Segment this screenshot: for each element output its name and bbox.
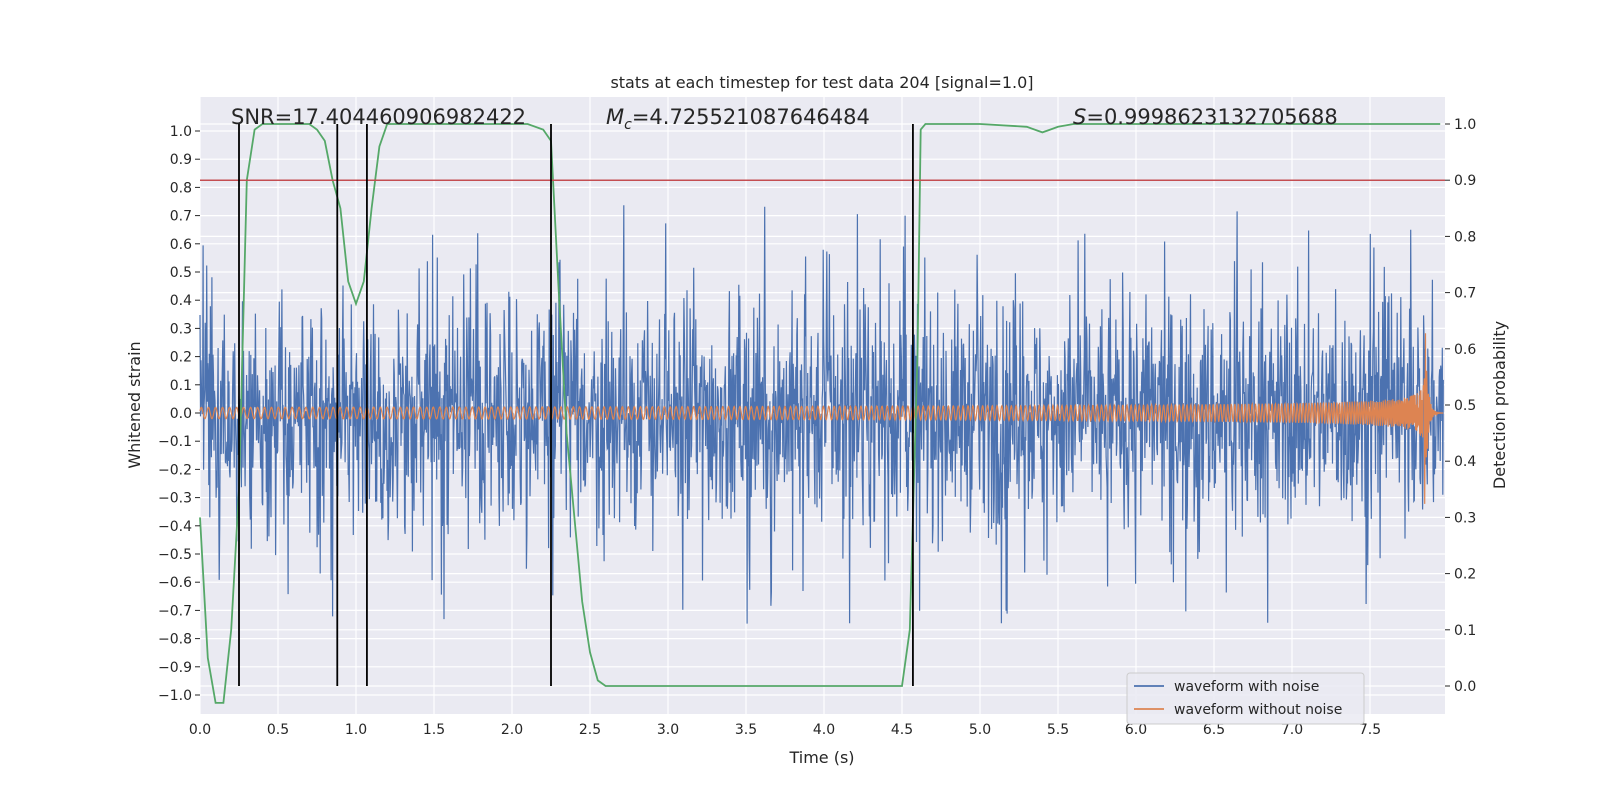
y-tick-label: 0.2 bbox=[170, 350, 192, 366]
x-axis-ticks: 0.0 0.5 1.0 1.5 2.0 2.5 3.0 3.5 4.0 4.5 5.0 5.5 6.0 6… bbox=[189, 722, 1381, 738]
chirp-mass-subscript: c bbox=[624, 117, 632, 133]
snr-annotation: SNR=17.404460906982422 bbox=[231, 105, 526, 129]
y2-tick-label: 0.2 bbox=[1454, 567, 1476, 583]
y-tick-label: 0.0 bbox=[170, 406, 192, 422]
chirp-mass-annotation: Mc=4.725521087646484 bbox=[606, 105, 870, 133]
y-tick-label: −0.2 bbox=[158, 462, 192, 478]
y2-tick-label: 0.3 bbox=[1454, 510, 1476, 526]
chirp-mass-value: =4.725521087646484 bbox=[632, 105, 870, 129]
chart-title: stats at each timestep for test data 204… bbox=[610, 73, 1033, 92]
s-value: =0.9998623132705688 bbox=[1086, 105, 1337, 129]
chirp-mass-symbol: M bbox=[606, 105, 624, 129]
s-annotation: S=0.9998623132705688 bbox=[1073, 105, 1338, 129]
x-axis-label: Time (s) bbox=[788, 748, 854, 767]
x-tick-label: 2.0 bbox=[501, 722, 523, 738]
y-axis-ticks: −1.0 −0.9 −0.8 −0.7 −0.6 −0.5 −0.4 −0.3 −0.2 −0.1… bbox=[158, 124, 200, 704]
y2-axis-ticks: 0.0 0.1 0.2 0.3 0.4 0.5 0.6 0.7 0.8 0.9 1.0 bbox=[1445, 117, 1476, 695]
x-tick-label: 3.5 bbox=[735, 722, 757, 738]
x-tick-label: 4.5 bbox=[891, 722, 913, 738]
y-tick-label: −0.7 bbox=[158, 603, 192, 619]
y-tick-label: −0.4 bbox=[158, 519, 192, 535]
x-tick-label: 1.5 bbox=[423, 722, 445, 738]
waveform-without-noise-series bbox=[199, 333, 1444, 504]
y2-tick-label: 0.6 bbox=[1454, 342, 1476, 358]
x-tick-label: 6.0 bbox=[1125, 722, 1147, 738]
y-axis-label: Whitened strain bbox=[125, 341, 144, 468]
y2-tick-label: 0.1 bbox=[1454, 623, 1476, 639]
y2-axis-label: Detection probability bbox=[1490, 321, 1509, 489]
y-tick-label: −0.6 bbox=[158, 575, 192, 591]
x-tick-label: 4.0 bbox=[813, 722, 835, 738]
s-symbol: S bbox=[1073, 105, 1086, 129]
y-tick-label: 0.5 bbox=[170, 265, 192, 281]
legend-box bbox=[1126, 672, 1365, 725]
y2-tick-label: 0.7 bbox=[1454, 286, 1476, 302]
y2-tick-label: 0.5 bbox=[1454, 398, 1476, 414]
y-tick-label: −0.3 bbox=[158, 491, 192, 507]
legend: waveform with noise waveform without noi… bbox=[1126, 672, 1365, 725]
x-tick-label: 7.5 bbox=[1359, 722, 1381, 738]
y-tick-label: 0.7 bbox=[170, 209, 192, 225]
y-tick-label: −1.0 bbox=[158, 688, 192, 704]
clean-waveform-line bbox=[199, 333, 1444, 504]
y-tick-label: 0.3 bbox=[170, 321, 192, 337]
y2-tick-label: 1.0 bbox=[1454, 117, 1476, 133]
y-tick-label: −0.5 bbox=[158, 547, 192, 563]
x-tick-label: 3.0 bbox=[657, 722, 679, 738]
x-tick-label: 0.0 bbox=[189, 722, 211, 738]
y-tick-label: 0.4 bbox=[170, 293, 192, 309]
x-tick-label: 5.5 bbox=[1047, 722, 1069, 738]
y-tick-label: −0.1 bbox=[158, 434, 192, 450]
x-tick-label: 2.5 bbox=[579, 722, 601, 738]
y-tick-label: 0.9 bbox=[170, 152, 192, 168]
y2-tick-label: 0.8 bbox=[1454, 229, 1476, 245]
y-tick-label: −0.9 bbox=[158, 660, 192, 676]
x-tick-label: 6.5 bbox=[1203, 722, 1225, 738]
x-tick-label: 1.0 bbox=[345, 722, 367, 738]
vertical-lines bbox=[238, 124, 914, 686]
legend-clean-label: waveform without noise bbox=[1174, 702, 1342, 718]
legend-noise-label: waveform with noise bbox=[1174, 679, 1319, 695]
x-tick-label: 0.5 bbox=[267, 722, 289, 738]
y-tick-label: 0.6 bbox=[170, 237, 192, 253]
noise-waveform-line bbox=[199, 205, 1444, 624]
y2-tick-label: 0.4 bbox=[1454, 454, 1476, 470]
y2-tick-label: 0.9 bbox=[1454, 173, 1476, 189]
y-tick-label: 1.0 bbox=[170, 124, 192, 140]
x-tick-label: 5.0 bbox=[969, 722, 991, 738]
y-tick-label: 0.1 bbox=[170, 378, 192, 394]
y2-tick-label: 0.0 bbox=[1454, 679, 1476, 695]
y-tick-label: 0.8 bbox=[170, 180, 192, 196]
waveform-with-noise-series bbox=[199, 205, 1444, 624]
x-tick-label: 7.0 bbox=[1281, 722, 1303, 738]
y-tick-label: −0.8 bbox=[158, 632, 192, 648]
